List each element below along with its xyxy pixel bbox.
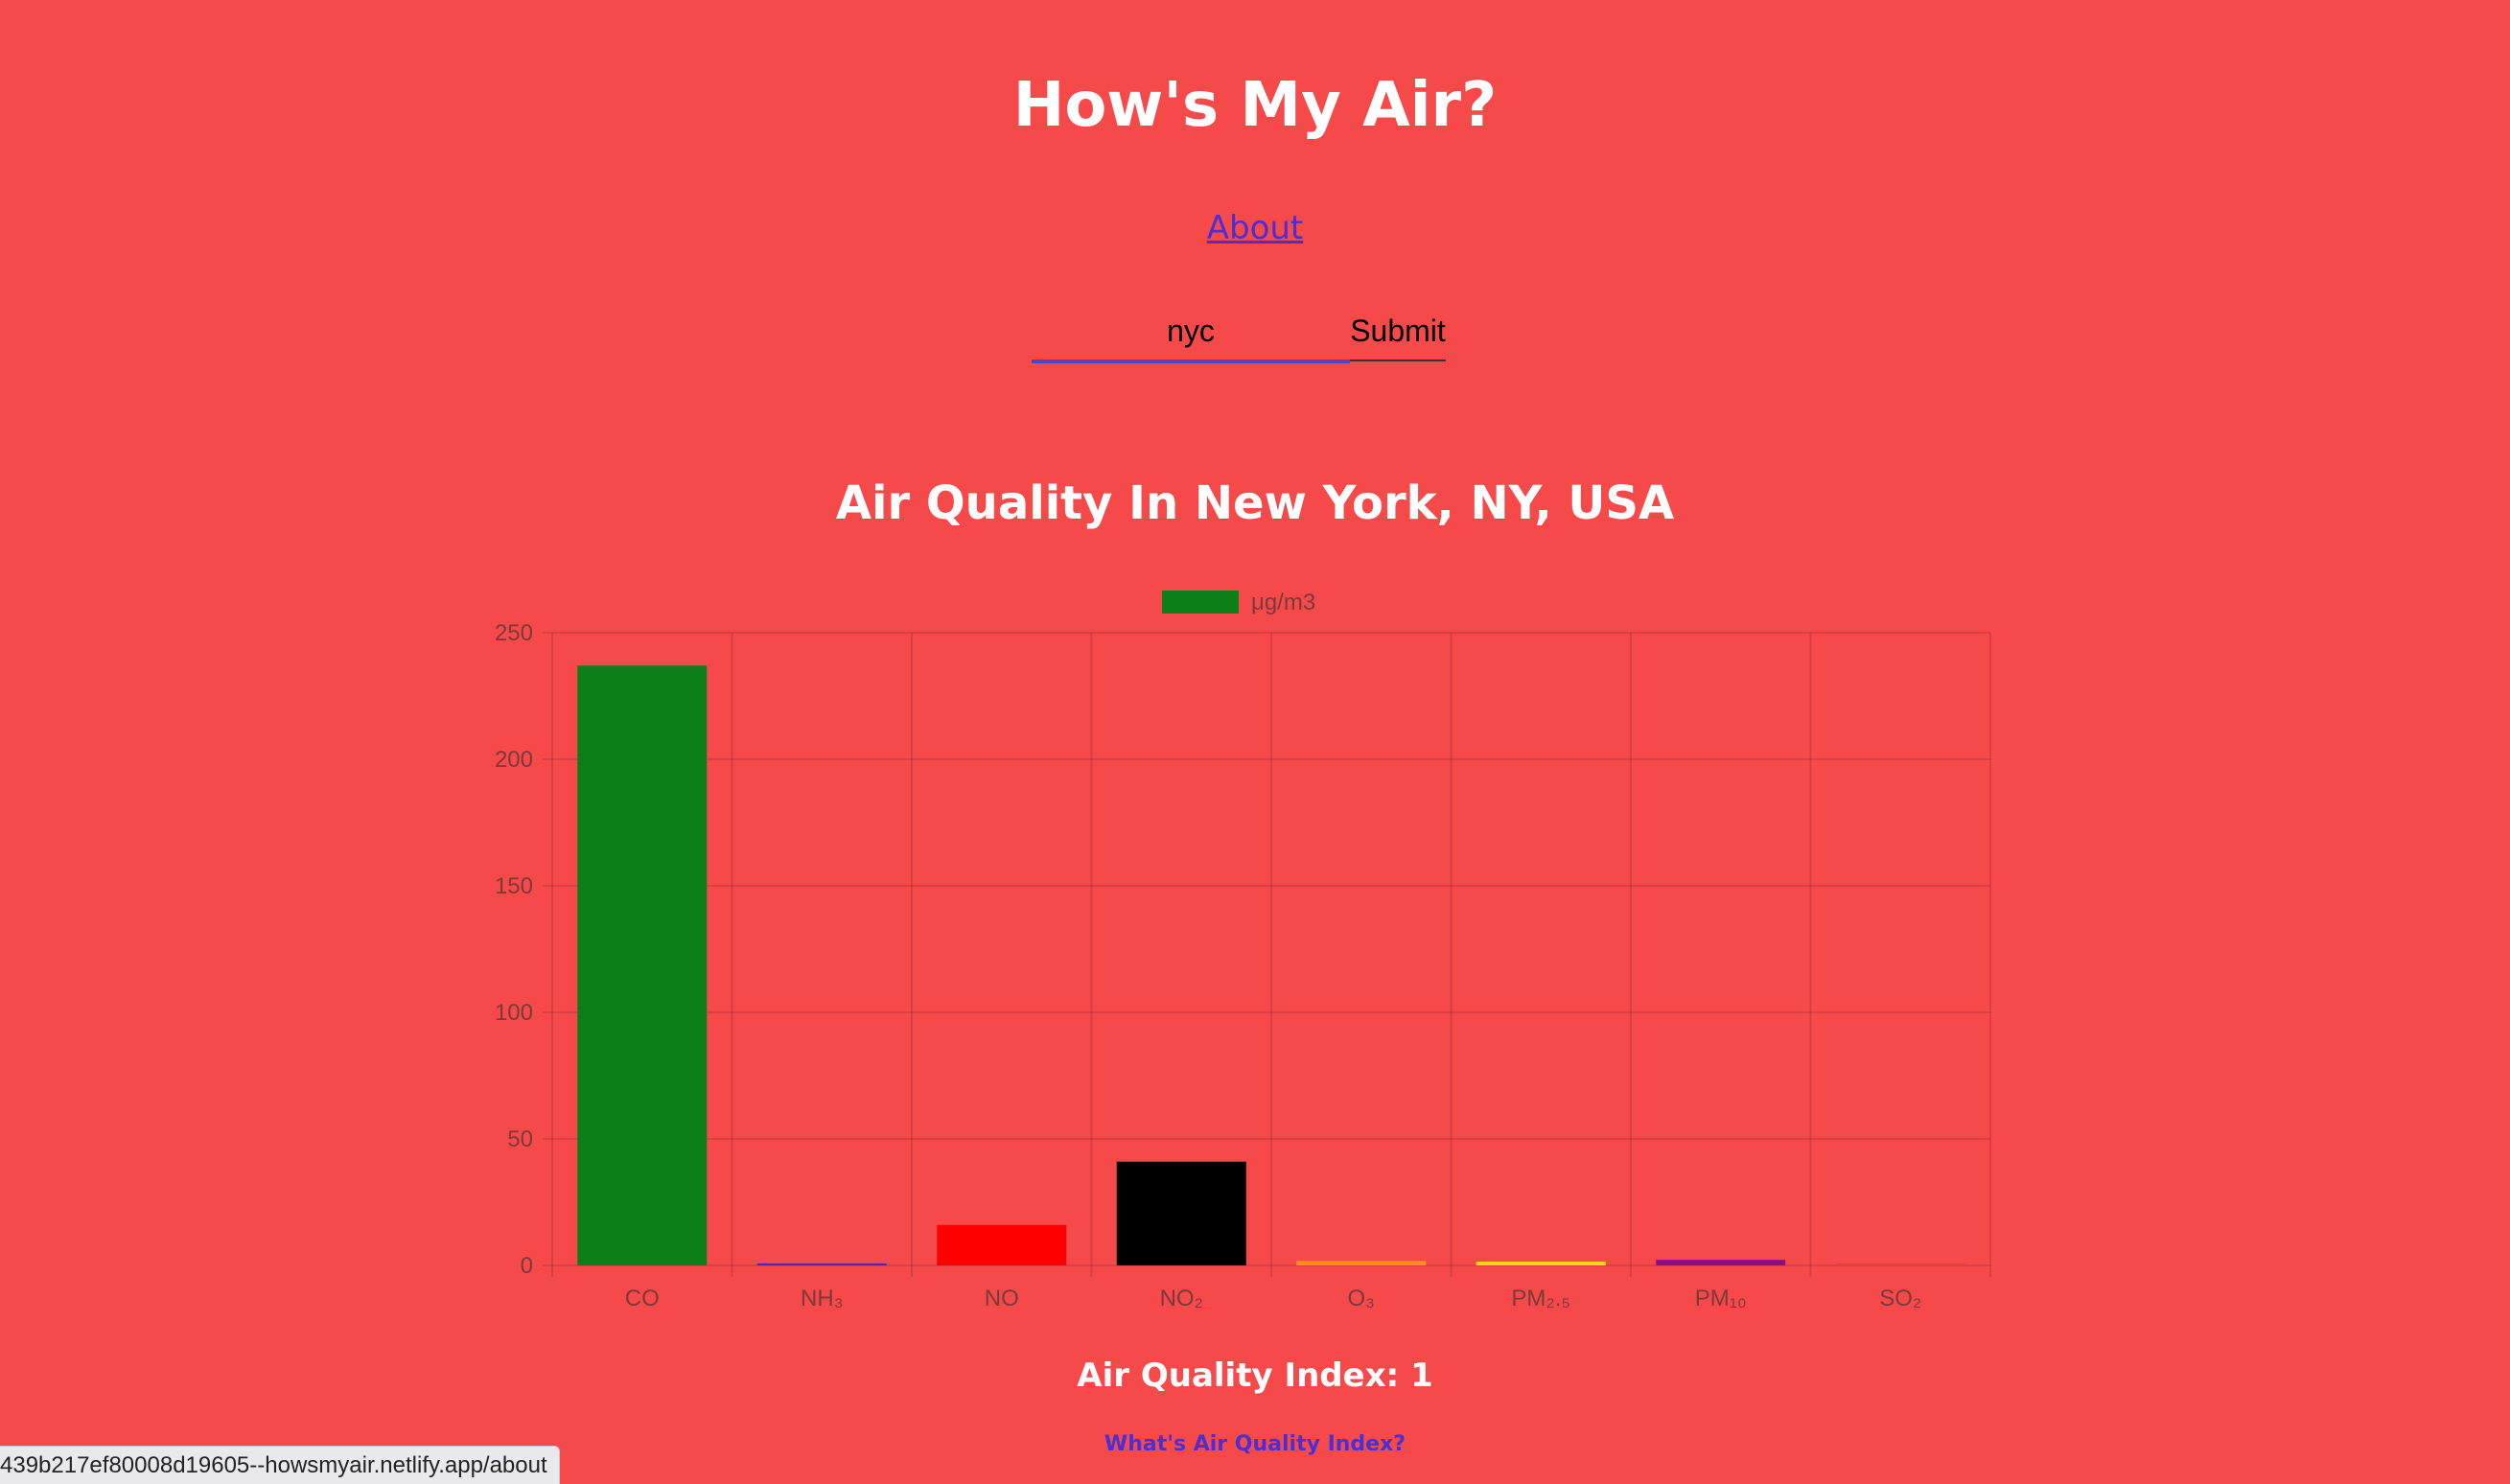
y-tick-label: 100: [495, 1000, 533, 1026]
bar-5: [1476, 1262, 1606, 1265]
bar-3: [1116, 1161, 1246, 1265]
chart-title: Air Quality In New York, NY, USA: [835, 476, 1675, 530]
x-tick-label: NH₃: [801, 1286, 843, 1311]
x-tick-label: NO₂: [1160, 1286, 1203, 1311]
page-title: How's My Air?: [1012, 70, 1498, 141]
y-tick-label: 0: [521, 1253, 533, 1279]
x-tick-label: O₃: [1348, 1286, 1375, 1311]
search-form: Submit: [1032, 302, 1446, 363]
about-link[interactable]: About: [1206, 209, 1304, 247]
y-tick-label: 50: [507, 1126, 533, 1152]
x-tick-label: CO: [625, 1286, 660, 1311]
x-tick-label: PM₁₀: [1695, 1286, 1747, 1311]
bar-4: [1296, 1261, 1427, 1265]
x-tick-label: PM₂.₅: [1511, 1286, 1570, 1311]
air-quality-index-label: Air Quality Index: 1: [1077, 1356, 1433, 1395]
legend-swatch: [1162, 591, 1239, 614]
submit-button[interactable]: Submit: [1350, 302, 1446, 361]
bar-1: [756, 1264, 887, 1265]
aqi-help-link-container: What's Air Quality Index?: [0, 1430, 2510, 1459]
y-tick-label: 250: [495, 620, 533, 646]
y-tick-label: 150: [495, 873, 533, 899]
aqi-help-link[interactable]: What's Air Quality Index?: [1104, 1432, 1406, 1456]
about-link-container: About: [0, 206, 2510, 250]
x-tick-label: SO₂: [1879, 1286, 1921, 1311]
y-tick-label: 200: [495, 747, 533, 773]
bar-7: [1835, 1264, 1965, 1265]
bar-6: [1656, 1260, 1786, 1265]
bar-0: [577, 665, 708, 1265]
x-tick-label: NO: [985, 1286, 1019, 1311]
legend-label: μg/m3: [1251, 590, 1315, 615]
browser-status-url: 439b217ef80008d19605--howsmyair.netlify.…: [0, 1446, 560, 1484]
bar-2: [937, 1224, 1067, 1265]
city-search-input[interactable]: [1032, 302, 1350, 363]
